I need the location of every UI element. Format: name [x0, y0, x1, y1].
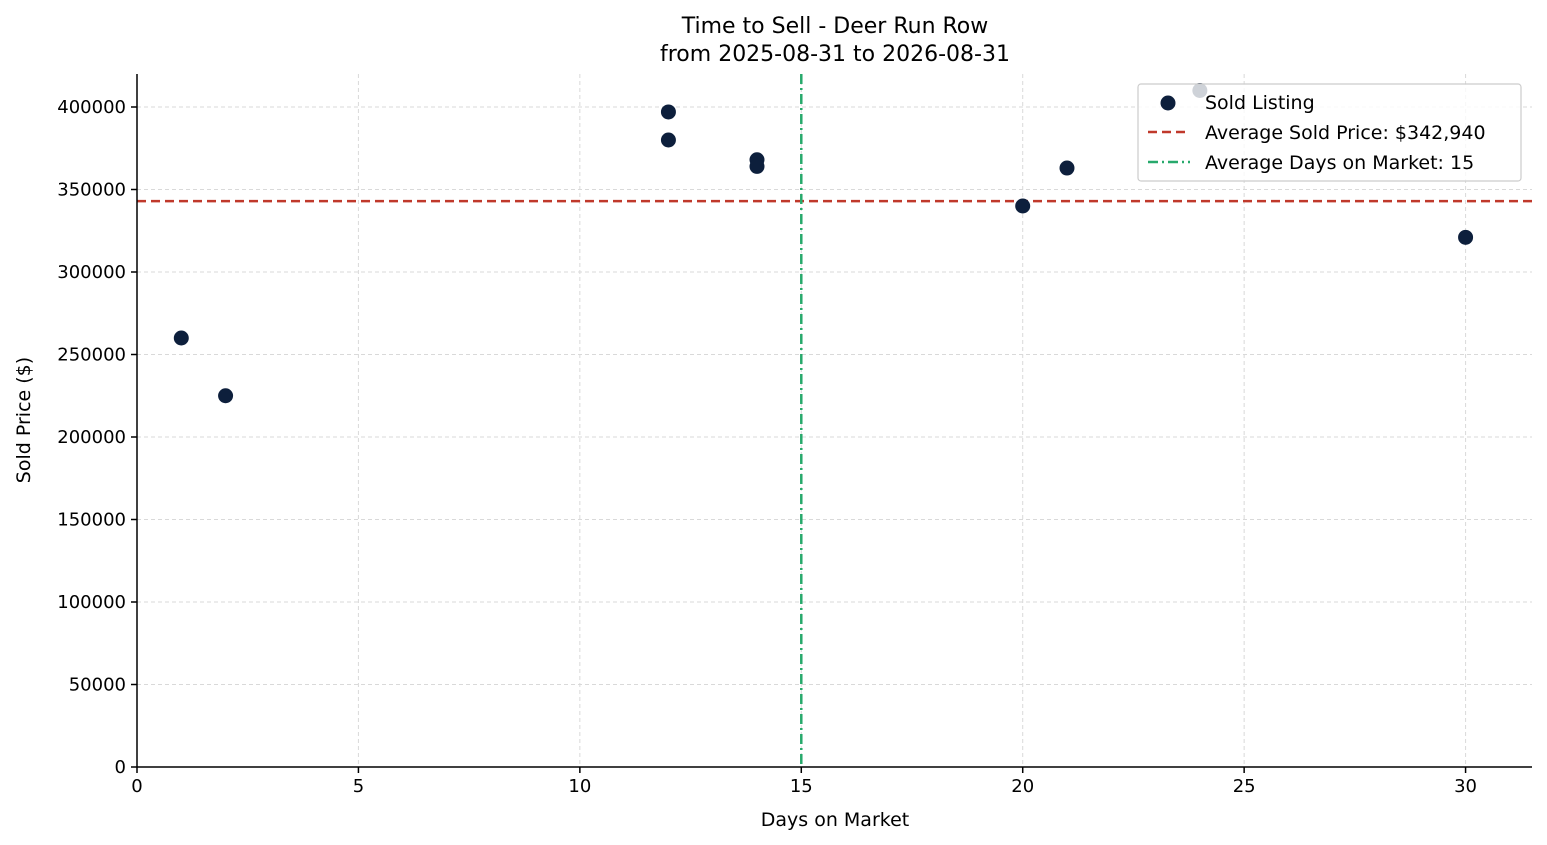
chart-title: Time to Sell - Deer Run Row	[681, 14, 989, 39]
y-tick-label: 300000	[57, 262, 126, 283]
chart-subtitle: from 2025-08-31 to 2026-08-31	[660, 42, 1010, 67]
x-tick-label: 25	[1233, 776, 1256, 797]
legend-marker-sold-listing	[1160, 95, 1176, 111]
data-point	[1059, 160, 1075, 176]
y-tick-label: 150000	[57, 510, 126, 531]
data-point	[1458, 229, 1474, 245]
legend-box	[1137, 83, 1522, 182]
y-tick-label: 100000	[57, 592, 126, 613]
data-point	[660, 132, 676, 148]
data-point	[660, 104, 676, 120]
data-point	[1015, 198, 1031, 214]
y-tick-label: 50000	[69, 675, 126, 696]
y-tick-label: 350000	[57, 180, 126, 201]
data-point	[173, 330, 189, 346]
y-axis-label: Sold Price ($)	[13, 357, 35, 483]
y-tick-label: 200000	[57, 427, 126, 448]
x-tick-label: 10	[568, 776, 591, 797]
data-point	[218, 388, 234, 404]
x-tick-label: 0	[131, 776, 142, 797]
x-tick-label: 20	[1011, 776, 1034, 797]
legend-label-average-days: Average Days on Market: 15	[1205, 152, 1474, 174]
legend: Sold Listing Average Sold Price: $342,94…	[1137, 83, 1522, 182]
y-tick-label: 400000	[57, 97, 126, 118]
y-tick-label: 250000	[57, 345, 126, 366]
data-point	[749, 158, 765, 174]
y-tick-label: 0	[115, 757, 126, 778]
x-tick-label: 5	[353, 776, 364, 797]
tick-labels: 0 5 10 15 20 25 30 0 50000 100000 150000 200000 2500…	[57, 97, 1477, 797]
reference-lines	[137, 74, 1532, 767]
x-tick-label: 30	[1454, 776, 1477, 797]
x-axis-label: Days on Market	[761, 809, 909, 831]
x-tick-label: 15	[790, 776, 813, 797]
legend-label-average-price: Average Sold Price: $342,940	[1205, 122, 1486, 144]
axes	[131, 74, 1532, 773]
legend-label-sold-listing: Sold Listing	[1205, 92, 1315, 114]
